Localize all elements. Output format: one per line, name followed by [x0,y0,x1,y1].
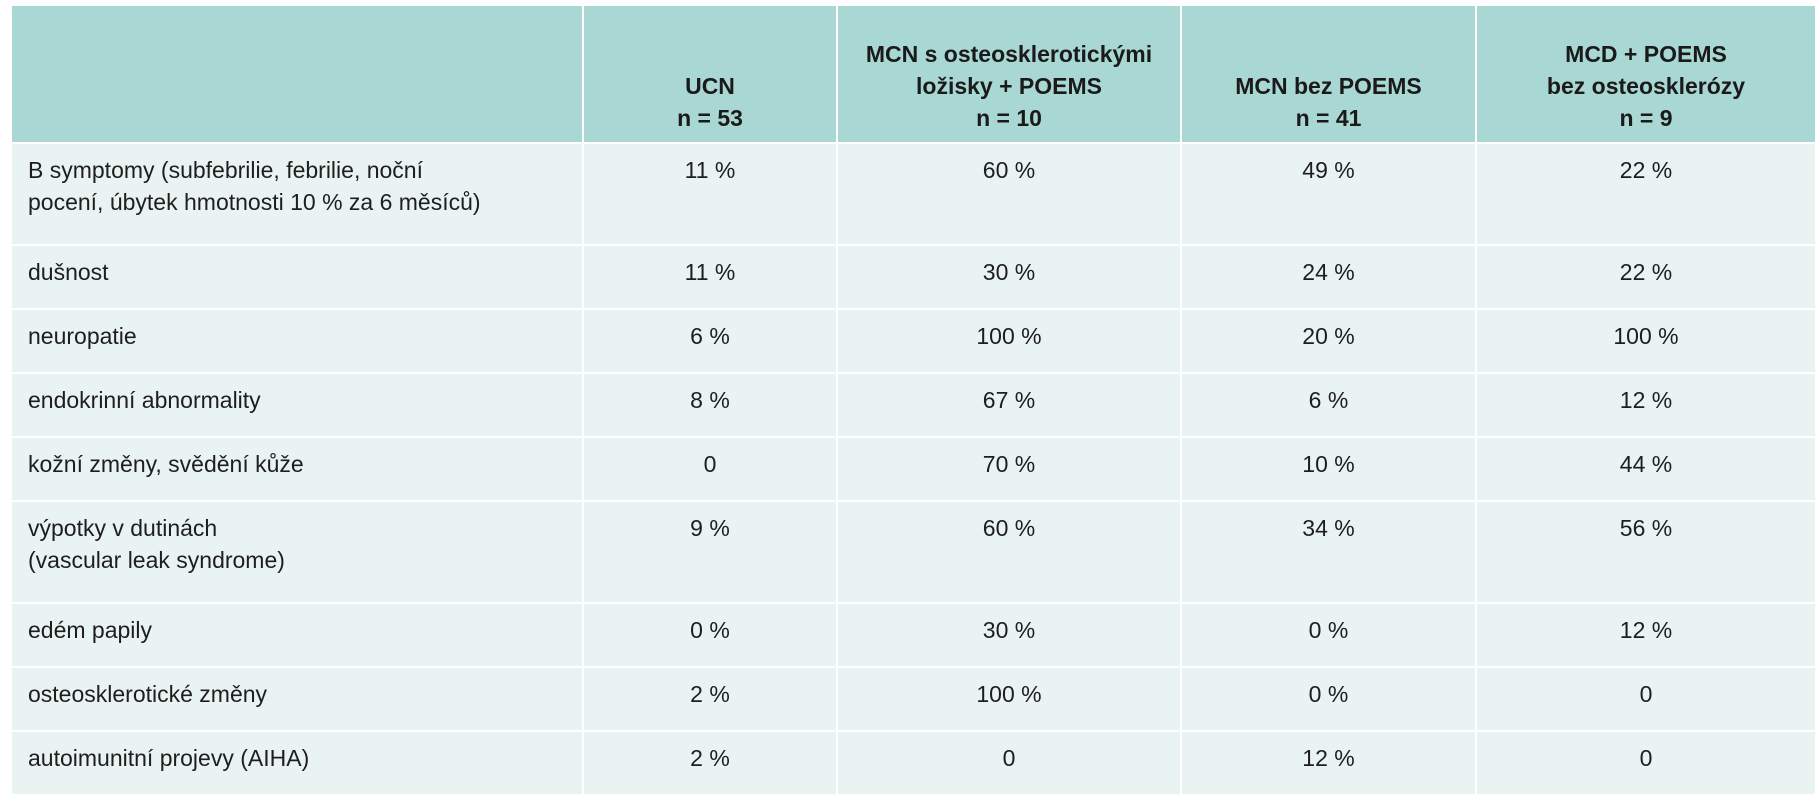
table-row: autoimunitní projevy (AIHA) 2 % 0 12 % 0 [12,732,1815,794]
row-label-line: pocení, úbytek hmotnosti 10 % za 6 měsíc… [28,189,481,215]
header-line: bez osteosklerózy [1546,73,1746,99]
row-label: osteosklerotické změny [12,668,582,730]
row-label-line: (vascular leak syndrome) [28,547,285,573]
cell-value: 30 % [838,604,1180,666]
header-line: n = 53 [677,105,743,131]
header-cell-mcn-osteosklerotic: MCN s osteosklerotickými ložisky + POEMS… [838,6,1180,142]
row-label: endokrinní abnormality [12,374,582,436]
cell-value: 6 % [584,310,836,372]
cell-value: 70 % [838,438,1180,500]
cell-value: 22 % [1477,246,1815,308]
cell-value: 100 % [838,310,1180,372]
cell-value: 0 % [1182,668,1475,730]
cell-value: 6 % [1182,374,1475,436]
cell-value: 0 [838,732,1180,794]
cell-value: 24 % [1182,246,1475,308]
row-label-line: B symptomy (subfebrilie, febrilie, noční [28,157,423,183]
cell-value: 0 [1477,668,1815,730]
row-label: kožní změny, svědění kůže [12,438,582,500]
row-label-line: dušnost [28,259,109,285]
row-label-line: endokrinní abnormality [28,387,261,413]
cell-value: 0 [1477,732,1815,794]
header-line: n = 9 [1619,105,1673,131]
header-line: ložisky + POEMS [916,73,1102,99]
header-line: MCD + POEMS [1565,41,1727,67]
cell-value: 100 % [838,668,1180,730]
cell-value: 10 % [1182,438,1475,500]
header-line: MCN s osteosklerotickými [865,41,1153,67]
cell-value: 49 % [1182,144,1475,244]
comparison-table: UCN n = 53 MCN s osteosklerotickými loži… [10,4,1816,796]
cell-value: 100 % [1477,310,1815,372]
table-row: výpotky v dutinách (vascular leak syndro… [12,502,1815,602]
cell-value: 11 % [584,246,836,308]
row-label: edém papily [12,604,582,666]
header-cell-mcd-poems: MCD + POEMS bez osteosklerózy n = 9 [1477,6,1815,142]
cell-value: 44 % [1477,438,1815,500]
table-row: edém papily 0 % 30 % 0 % 12 % [12,604,1815,666]
header-cell-ucn: UCN n = 53 [584,6,836,142]
cell-value: 34 % [1182,502,1475,602]
row-label-line: výpotky v dutinách [28,515,218,541]
table-row: kožní změny, svědění kůže 0 70 % 10 % 44… [12,438,1815,500]
row-label-line: edém papily [28,617,153,643]
row-label-line: kožní změny, svědění kůže [28,451,304,477]
header-row: UCN n = 53 MCN s osteosklerotickými loži… [12,6,1815,142]
cell-value: 0 [584,438,836,500]
cell-value: 12 % [1477,604,1815,666]
cell-value: 30 % [838,246,1180,308]
header-line: UCN [685,73,735,99]
cell-value: 12 % [1477,374,1815,436]
table-row: neuropatie 6 % 100 % 20 % 100 % [12,310,1815,372]
row-label-line: neuropatie [28,323,137,349]
table-row: osteosklerotické změny 2 % 100 % 0 % 0 [12,668,1815,730]
table-body: B symptomy (subfebrilie, febrilie, noční… [12,144,1815,794]
header-line: n = 10 [976,105,1042,131]
cell-value: 0 % [1182,604,1475,666]
cell-value: 60 % [838,502,1180,602]
header-cell-empty [12,6,582,142]
row-label: výpotky v dutinách (vascular leak syndro… [12,502,582,602]
table-row: endokrinní abnormality 8 % 67 % 6 % 12 % [12,374,1815,436]
table-header: UCN n = 53 MCN s osteosklerotickými loži… [12,6,1815,142]
cell-value: 0 % [584,604,836,666]
row-label-line: osteosklerotické změny [28,681,268,707]
row-label: neuropatie [12,310,582,372]
cell-value: 8 % [584,374,836,436]
cell-value: 60 % [838,144,1180,244]
row-label: dušnost [12,246,582,308]
comparison-table-container: UCN n = 53 MCN s osteosklerotickými loži… [10,4,1815,796]
cell-value: 2 % [584,732,836,794]
row-label: B symptomy (subfebrilie, febrilie, noční… [12,144,582,244]
table-row: B symptomy (subfebrilie, febrilie, noční… [12,144,1815,244]
cell-value: 67 % [838,374,1180,436]
cell-value: 2 % [584,668,836,730]
row-label: autoimunitní projevy (AIHA) [12,732,582,794]
cell-value: 22 % [1477,144,1815,244]
cell-value: 56 % [1477,502,1815,602]
header-line: MCN bez POEMS [1235,73,1422,99]
table-row: dušnost 11 % 30 % 24 % 22 % [12,246,1815,308]
cell-value: 11 % [584,144,836,244]
row-label-line: autoimunitní projevy (AIHA) [28,745,310,771]
header-cell-mcn-bez-poems: MCN bez POEMS n = 41 [1182,6,1475,142]
header-line: n = 41 [1295,105,1362,131]
cell-value: 20 % [1182,310,1475,372]
cell-value: 9 % [584,502,836,602]
cell-value: 12 % [1182,732,1475,794]
